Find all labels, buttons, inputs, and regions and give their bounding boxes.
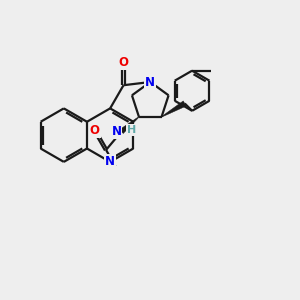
Text: N: N	[112, 125, 122, 138]
Text: H: H	[127, 125, 136, 135]
Text: N: N	[105, 155, 115, 168]
Text: N: N	[145, 76, 155, 88]
Polygon shape	[161, 101, 186, 117]
Text: O: O	[118, 56, 128, 69]
Polygon shape	[120, 117, 139, 134]
Text: O: O	[90, 124, 100, 137]
